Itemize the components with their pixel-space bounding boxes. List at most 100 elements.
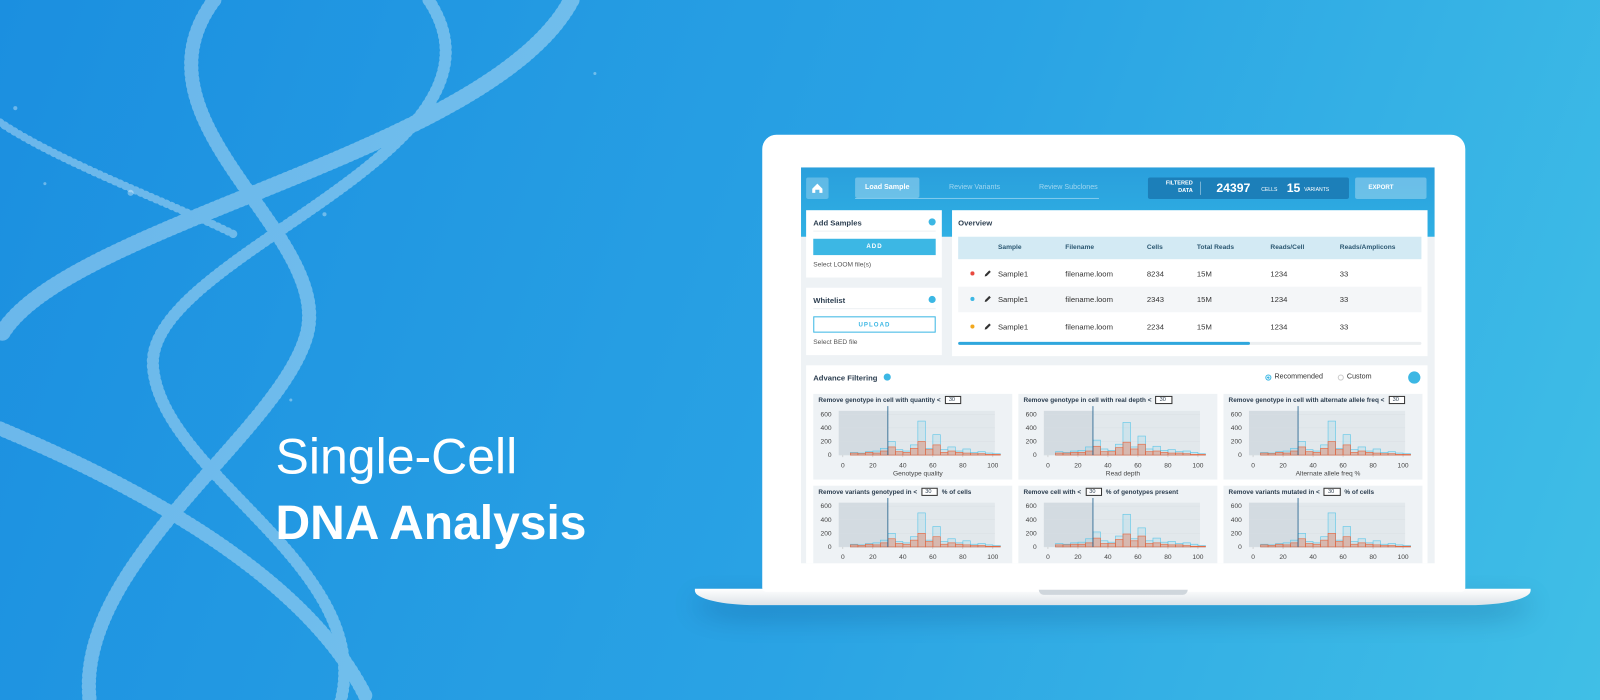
bar-secondary <box>1122 441 1131 456</box>
threshold-shade <box>838 502 888 547</box>
edit-icon[interactable] <box>984 295 992 303</box>
edit-icon[interactable] <box>984 269 992 277</box>
nav-tab[interactable]: Load Sample <box>855 177 920 198</box>
chart-card: 0 200 400 600 0 20 40 60 80 100 Genotype quality Re… <box>813 393 1013 480</box>
threshold-select[interactable]: 30 <box>921 487 938 496</box>
y-tick-label: 600 <box>821 411 832 418</box>
radio[interactable] <box>1337 374 1344 381</box>
cells-label: CELLS <box>1261 186 1278 193</box>
y-tick-label: 0 <box>828 452 832 459</box>
bar-secondary <box>1260 452 1269 456</box>
bar-secondary <box>1267 545 1276 548</box>
column-header[interactable]: Cells <box>1146 243 1163 252</box>
bar-secondary <box>1365 452 1374 456</box>
x-tick-label: 40 <box>1309 462 1317 469</box>
table-cell: 8234 <box>1146 269 1164 279</box>
x-tick-label: 100 <box>987 554 998 561</box>
variants-label: VARIANTS <box>1304 186 1330 193</box>
bar-secondary <box>1077 452 1086 456</box>
bar-secondary <box>1387 545 1396 548</box>
stats-label: FILTERED DATA <box>1165 180 1193 194</box>
y-tick-label: 200 <box>1231 439 1242 446</box>
column-header[interactable]: Reads/Amplicons <box>1339 243 1396 252</box>
table-cell: filename.loom <box>1065 294 1113 305</box>
export-button[interactable]: EXPORT <box>1355 177 1427 199</box>
threshold-shade <box>1043 502 1093 547</box>
expand-button[interactable] <box>1408 371 1421 384</box>
table-cell: Sample1 <box>997 322 1029 332</box>
bar-secondary <box>880 542 889 548</box>
x-tick-label: 60 <box>929 462 937 469</box>
y-tick-label: 400 <box>1231 425 1242 432</box>
stats-box: FILTERED DATA 24397 CELLS 15 VARIANTS <box>1147 177 1349 199</box>
bar-secondary <box>925 541 934 548</box>
bar-secondary <box>955 543 964 548</box>
hero-line1: Single-Cell <box>275 429 518 485</box>
bar-secondary <box>887 446 896 456</box>
bar-secondary <box>1267 453 1276 456</box>
chart-title: Remove cell with <30% of genotypes prese… <box>1023 487 1178 496</box>
table-cell: 33 <box>1339 269 1349 279</box>
divider <box>1199 181 1202 195</box>
panel-button[interactable]: ADD <box>813 238 936 256</box>
chart-card: 0 200 400 600 0 20 40 60 80 100 Remove variants ge… <box>813 485 1013 564</box>
variants-count: 15 <box>1286 180 1301 195</box>
bar-secondary <box>1275 452 1284 456</box>
help-icon <box>883 373 891 381</box>
y-tick-label: 0 <box>1238 452 1242 459</box>
bar-secondary <box>1137 443 1146 456</box>
threshold-shade <box>1248 410 1299 456</box>
bar-secondary <box>1092 537 1101 548</box>
bar-secondary <box>970 545 979 548</box>
bar-secondary <box>1305 543 1314 548</box>
laptop-base <box>694 588 1531 606</box>
threshold-select[interactable]: 30 <box>1388 395 1405 405</box>
nav-tab[interactable]: Review Subclones <box>1038 183 1098 191</box>
filtering-panel: Advance Filtering Recommended Custom 0 200 40… <box>806 365 1428 564</box>
threshold-select[interactable]: 30 <box>944 395 962 405</box>
panel-button[interactable]: UPLOAD <box>813 316 936 333</box>
threshold-select[interactable]: 30 <box>1155 395 1173 405</box>
threshold-select[interactable]: 30 <box>1323 487 1341 496</box>
radio-label[interactable]: Custom <box>1346 373 1372 381</box>
bar-secondary <box>1122 533 1131 548</box>
x-axis-label: Genotype quality <box>893 471 943 478</box>
home-button[interactable] <box>806 177 829 199</box>
bar-secondary <box>1350 452 1359 456</box>
column-header[interactable]: Reads/Cell <box>1270 243 1305 252</box>
bar-secondary <box>872 452 881 456</box>
radio[interactable] <box>1265 374 1272 381</box>
column-header[interactable]: Total Reads <box>1196 243 1235 252</box>
chart-title: Remove genotype in cell with alternate a… <box>1229 395 1405 405</box>
y-tick-label: 600 <box>1231 411 1242 418</box>
column-header[interactable]: Filename <box>1065 243 1095 252</box>
threshold-shade <box>838 410 888 456</box>
whitelist-panel: Whitelist UPLOAD Select BED file <box>806 287 942 356</box>
y-tick-label: 0 <box>1033 544 1037 551</box>
bar-secondary <box>1115 539 1124 548</box>
overview-panel: Overview Sample Filename Cells Total Reads Re… <box>952 210 1428 357</box>
bar-secondary <box>932 444 941 456</box>
bar-secondary <box>1100 451 1109 456</box>
edit-icon[interactable] <box>984 322 992 330</box>
column-header[interactable]: Sample <box>997 243 1022 252</box>
x-tick-label: 0 <box>841 554 845 561</box>
bar-secondary <box>962 544 971 548</box>
bar-secondary <box>1335 449 1344 456</box>
y-tick-label: 400 <box>1231 517 1242 524</box>
panel-title: Overview <box>958 218 993 228</box>
app-screen: Load Sample Review Variants Review Subclon… <box>801 167 1435 564</box>
radio-label[interactable]: Recommended <box>1274 373 1323 381</box>
threshold-select[interactable]: 30 <box>1085 487 1102 496</box>
x-tick-label: 40 <box>1104 462 1112 469</box>
nav-tab[interactable]: Review Variants <box>948 183 1001 191</box>
panel-hint: Select LOOM file(s) <box>813 261 872 269</box>
table-cell: 1234 <box>1270 269 1288 279</box>
table-cell: 33 <box>1339 294 1349 305</box>
bar-secondary <box>962 452 971 456</box>
x-axis-label: Read depth <box>1106 471 1141 478</box>
bar-secondary <box>1182 453 1191 456</box>
x-tick-label: 20 <box>1074 554 1082 561</box>
bar-secondary <box>1290 542 1299 548</box>
bar-secondary <box>1152 450 1161 456</box>
